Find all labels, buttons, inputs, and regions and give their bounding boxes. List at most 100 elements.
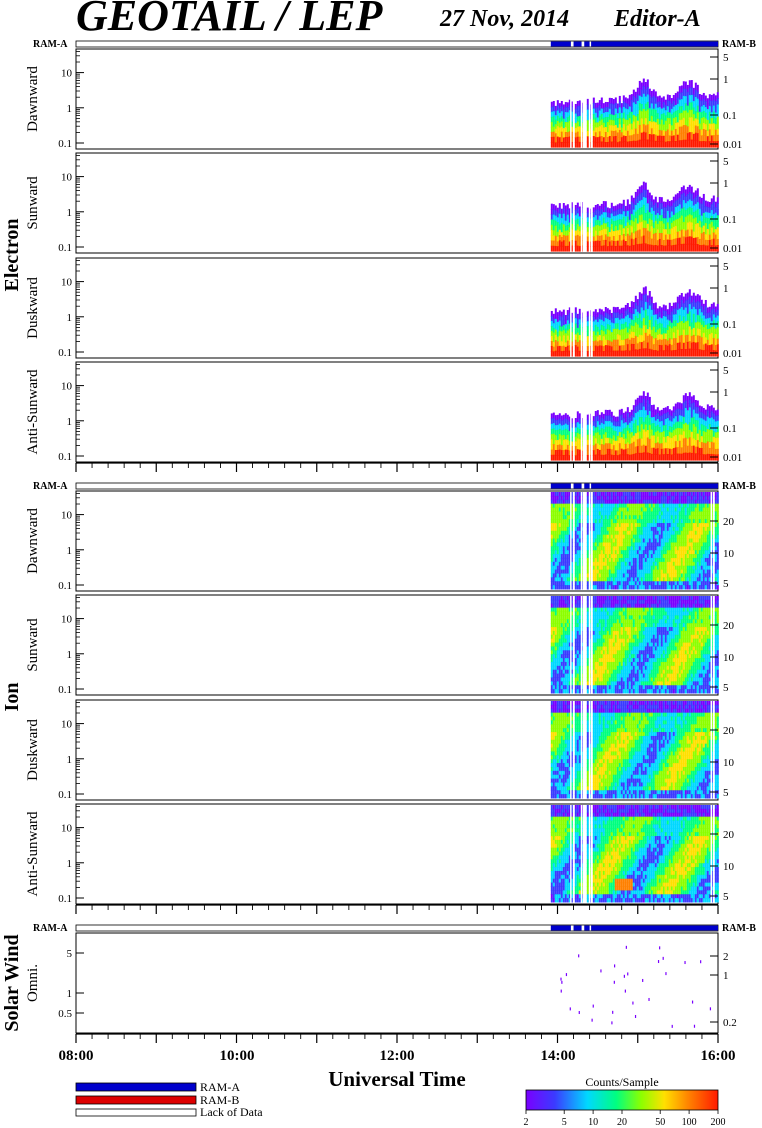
ion-spectrogram: [550, 701, 719, 799]
legend-label-lack: Lack of Data: [200, 1105, 263, 1119]
time-label-1200: 12:00: [380, 1048, 415, 1064]
right-tick-label: 0.01: [723, 348, 742, 360]
left-tick-label: 0.1: [58, 580, 72, 592]
left-tick-label: 0.1: [58, 893, 72, 905]
ram-gap-segment: [581, 483, 585, 489]
panel-electron-duskward: 10 1 0.1 5 1 0.1 0.01: [58, 257, 742, 360]
ram-gap-segment: [570, 41, 574, 47]
electron-spectrogram: [550, 286, 719, 357]
right-tick-label: 20: [723, 725, 735, 737]
right-tick-label: 10: [723, 548, 735, 560]
legend-label-ram-b: RAM-B: [200, 1093, 239, 1107]
right-tick-label: 20: [723, 516, 735, 528]
right-tick-label: 0.1: [723, 110, 737, 122]
ram-a-segment: [550, 483, 718, 489]
panel-label-ion-anti-sunward: Anti-Sunward: [25, 811, 41, 896]
ram-a-label-solar-wind: RAM-A: [33, 923, 68, 934]
left-tick-label: 1: [67, 754, 73, 766]
right-tick-label: 0.1: [723, 214, 737, 226]
right-tick-label: 0.01: [723, 139, 742, 151]
panel-label-electron-dawnward: Dawnward: [25, 66, 41, 132]
colorbar-ticks: 2 5 10 20 50 100 200: [524, 1110, 726, 1128]
left-tick-label: 10: [61, 172, 73, 184]
left-tick-label: 0.1: [58, 138, 72, 150]
left-tick-label: 1: [67, 103, 73, 115]
left-tick-label: 1: [67, 858, 73, 870]
ram-gap-segment: [589, 483, 592, 489]
time-label-1400: 14:00: [541, 1048, 576, 1064]
right-tick-label: 0.01: [723, 243, 742, 255]
right-tick-label: 5: [723, 682, 729, 694]
ram-gap-segment: [589, 41, 592, 47]
ram-gap-segment: [581, 925, 585, 931]
colorbar: [525, 1089, 719, 1111]
panel-label-electron-sunward: Sunward: [25, 176, 41, 230]
plot-editor: Editor-A: [613, 6, 701, 32]
group-label-electron: Electron: [1, 219, 23, 292]
ram-gap-segment: [589, 925, 592, 931]
time-axis: [75, 904, 719, 914]
electron-spectrogram: [550, 391, 719, 461]
panel-label-solar-wind-omni: Omni.: [25, 964, 41, 1002]
left-tick-label: 0.1: [58, 451, 72, 463]
panel-label-electron-duskward: Duskward: [25, 277, 41, 339]
panel-label-ion-dawnward: Dawnward: [25, 508, 41, 574]
panel-ion-sunward: 10 1 0.1 20 10 5: [58, 594, 735, 696]
panel-ion-duskward: 10 1 0.1 20 10 5: [58, 699, 735, 801]
plot-date: 27 Nov, 2014: [439, 6, 569, 32]
left-tick-label: 5: [67, 948, 73, 960]
right-tick-label: 10: [723, 861, 735, 873]
panel-electron-anti-sunward: 10 1 0.1 5 1 0.1 0.01: [58, 361, 742, 464]
left-tick-label: 10: [61, 381, 73, 393]
panel-label-ion-sunward: Sunward: [25, 618, 41, 672]
time-axes: [75, 462, 719, 1043]
ram-gap-segment: [581, 41, 585, 47]
right-tick-label: 5: [723, 52, 729, 64]
ram-a-label-electron: RAM-A: [33, 39, 68, 50]
legend-swatch-ram-a: [75, 1082, 197, 1092]
electron-spectrogram: [550, 181, 719, 252]
time-label-1600: 16:00: [701, 1048, 736, 1064]
ram-a-segment: [550, 925, 718, 931]
panel-electron-sunward: 10 1 0.1 5 1 0.1 0.01: [58, 152, 742, 255]
right-tick-label: 1: [723, 74, 729, 86]
right-tick-label: 0.1: [723, 423, 737, 435]
group-label-solar-wind: Solar Wind: [1, 934, 23, 1031]
plot-title: GEOTAIL / LEP: [76, 0, 384, 40]
group-label-ion: Ion: [1, 683, 23, 712]
left-tick-label: 0.1: [58, 347, 72, 359]
panel-label-ion-duskward: Duskward: [25, 719, 41, 781]
right-tick-label: 0.01: [723, 452, 742, 464]
legend-label-ram-a: RAM-A: [200, 1080, 240, 1094]
right-tick-label: 5: [723, 365, 729, 377]
right-tick-label: 20: [723, 620, 735, 632]
colorbar-tick-label: 100: [682, 1117, 697, 1128]
time-axis: [75, 1033, 719, 1043]
panel-ion-anti-sunward: 10 1 0.1 20 10 5: [58, 803, 735, 905]
colorbar-tick-label: 50: [655, 1117, 665, 1128]
left-tick-label: 1: [67, 207, 73, 219]
ram-gap-segment: [570, 925, 574, 931]
ion-spectrogram: [550, 805, 719, 903]
ram-b-label-ion: RAM-B: [722, 481, 756, 492]
left-tick-label: 1: [67, 545, 73, 557]
left-tick-label: 1: [67, 649, 73, 661]
right-tick-label: 0.2: [723, 1017, 737, 1029]
colorbar-tick-label: 5: [562, 1117, 567, 1128]
ion-spectrogram: [550, 596, 719, 694]
solar-wind-points: [560, 945, 712, 1028]
colorbar-tick-label: 2: [524, 1117, 529, 1128]
left-tick-label: 10: [61, 510, 73, 522]
right-tick-label: 5: [723, 787, 729, 799]
left-tick-label: 10: [61, 823, 73, 835]
left-tick-label: 10: [61, 614, 73, 626]
right-tick-label: 5: [723, 261, 729, 273]
ram-b-label-solar-wind: RAM-B: [722, 923, 756, 934]
ram-gap-segment: [570, 483, 574, 489]
right-tick-label: 1: [723, 970, 729, 982]
ram-b-label-electron: RAM-B: [722, 39, 756, 50]
time-label-1000: 10:00: [220, 1048, 255, 1064]
spectrogram-panels: 10 1 0.1 5 1 0.1 0.01 10 1 0.1 5 1 0.1 0.01 10 1 0.1 5 1 0.…: [58, 48, 742, 1034]
colorbar-tick-label: 20: [617, 1117, 627, 1128]
panel-label-electron-anti-sunward: Anti-Sunward: [25, 369, 41, 454]
